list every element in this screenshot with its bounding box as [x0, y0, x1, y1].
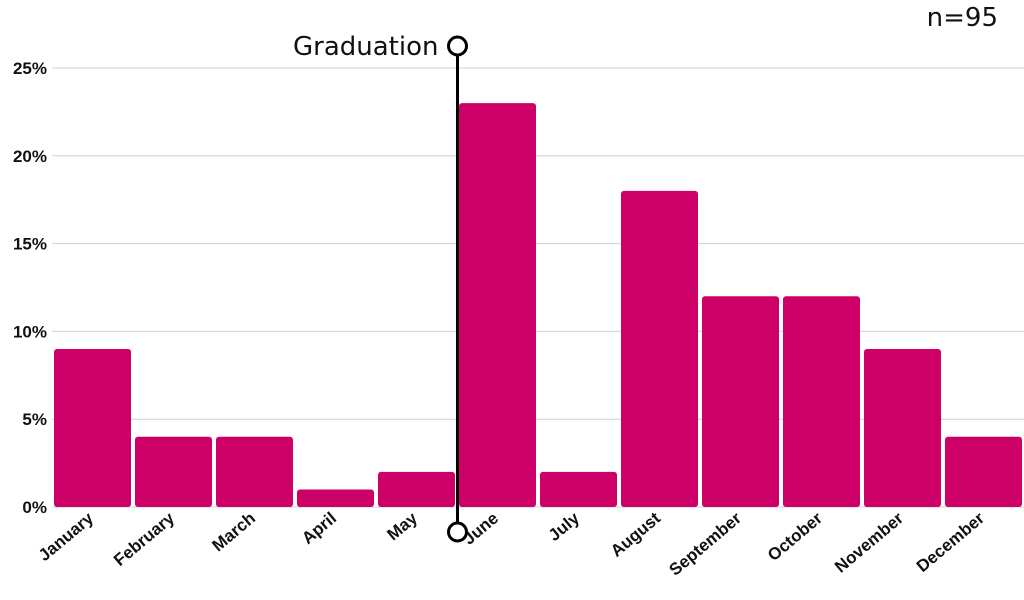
x-axis-tick-labels: January February March April May June July Augu… — [35, 508, 988, 579]
bar-may — [378, 471, 455, 507]
graduation-marker-top-circle — [447, 35, 468, 57]
x-tick-label-august: August — [607, 508, 664, 560]
y-tick-label: 20% — [13, 147, 47, 166]
graduation-annotation: Graduation — [293, 32, 468, 543]
sample-size-label: n=95 — [927, 3, 998, 33]
y-tick-label: 10% — [13, 322, 47, 341]
bar-april — [297, 489, 374, 507]
gridlines — [52, 67, 1024, 508]
bar-november — [864, 348, 941, 507]
bar-july — [540, 471, 617, 507]
bar-october — [783, 296, 860, 507]
y-tick-label: 5% — [22, 410, 47, 429]
x-tick-label-july: July — [545, 508, 584, 545]
x-tick-label-april: April — [298, 509, 340, 548]
bar-january — [54, 348, 131, 507]
y-tick-label: 15% — [13, 235, 47, 254]
graduation-marker-bottom-circle — [447, 521, 468, 543]
bar-september — [702, 296, 779, 507]
x-tick-label-march: March — [208, 509, 259, 556]
x-tick-label-may: May — [384, 508, 422, 544]
bar-february — [135, 436, 212, 507]
x-tick-label-november: November — [831, 508, 907, 576]
bar-august — [621, 190, 698, 508]
y-tick-label: 0% — [22, 498, 47, 517]
bar-june — [459, 103, 536, 508]
x-tick-label-september: September — [666, 508, 746, 579]
y-tick-label: 25% — [13, 59, 47, 78]
x-tick-label-december: December — [913, 508, 988, 576]
bars — [54, 103, 1022, 508]
graduation-label: Graduation — [293, 32, 439, 62]
y-axis-tick-labels: 0% 5% 10% 15% 20% 25% — [13, 59, 47, 517]
bar-march — [216, 436, 293, 507]
x-tick-label-february: February — [110, 508, 178, 570]
x-tick-label-october: October — [764, 508, 826, 565]
bar-december — [945, 436, 1022, 507]
